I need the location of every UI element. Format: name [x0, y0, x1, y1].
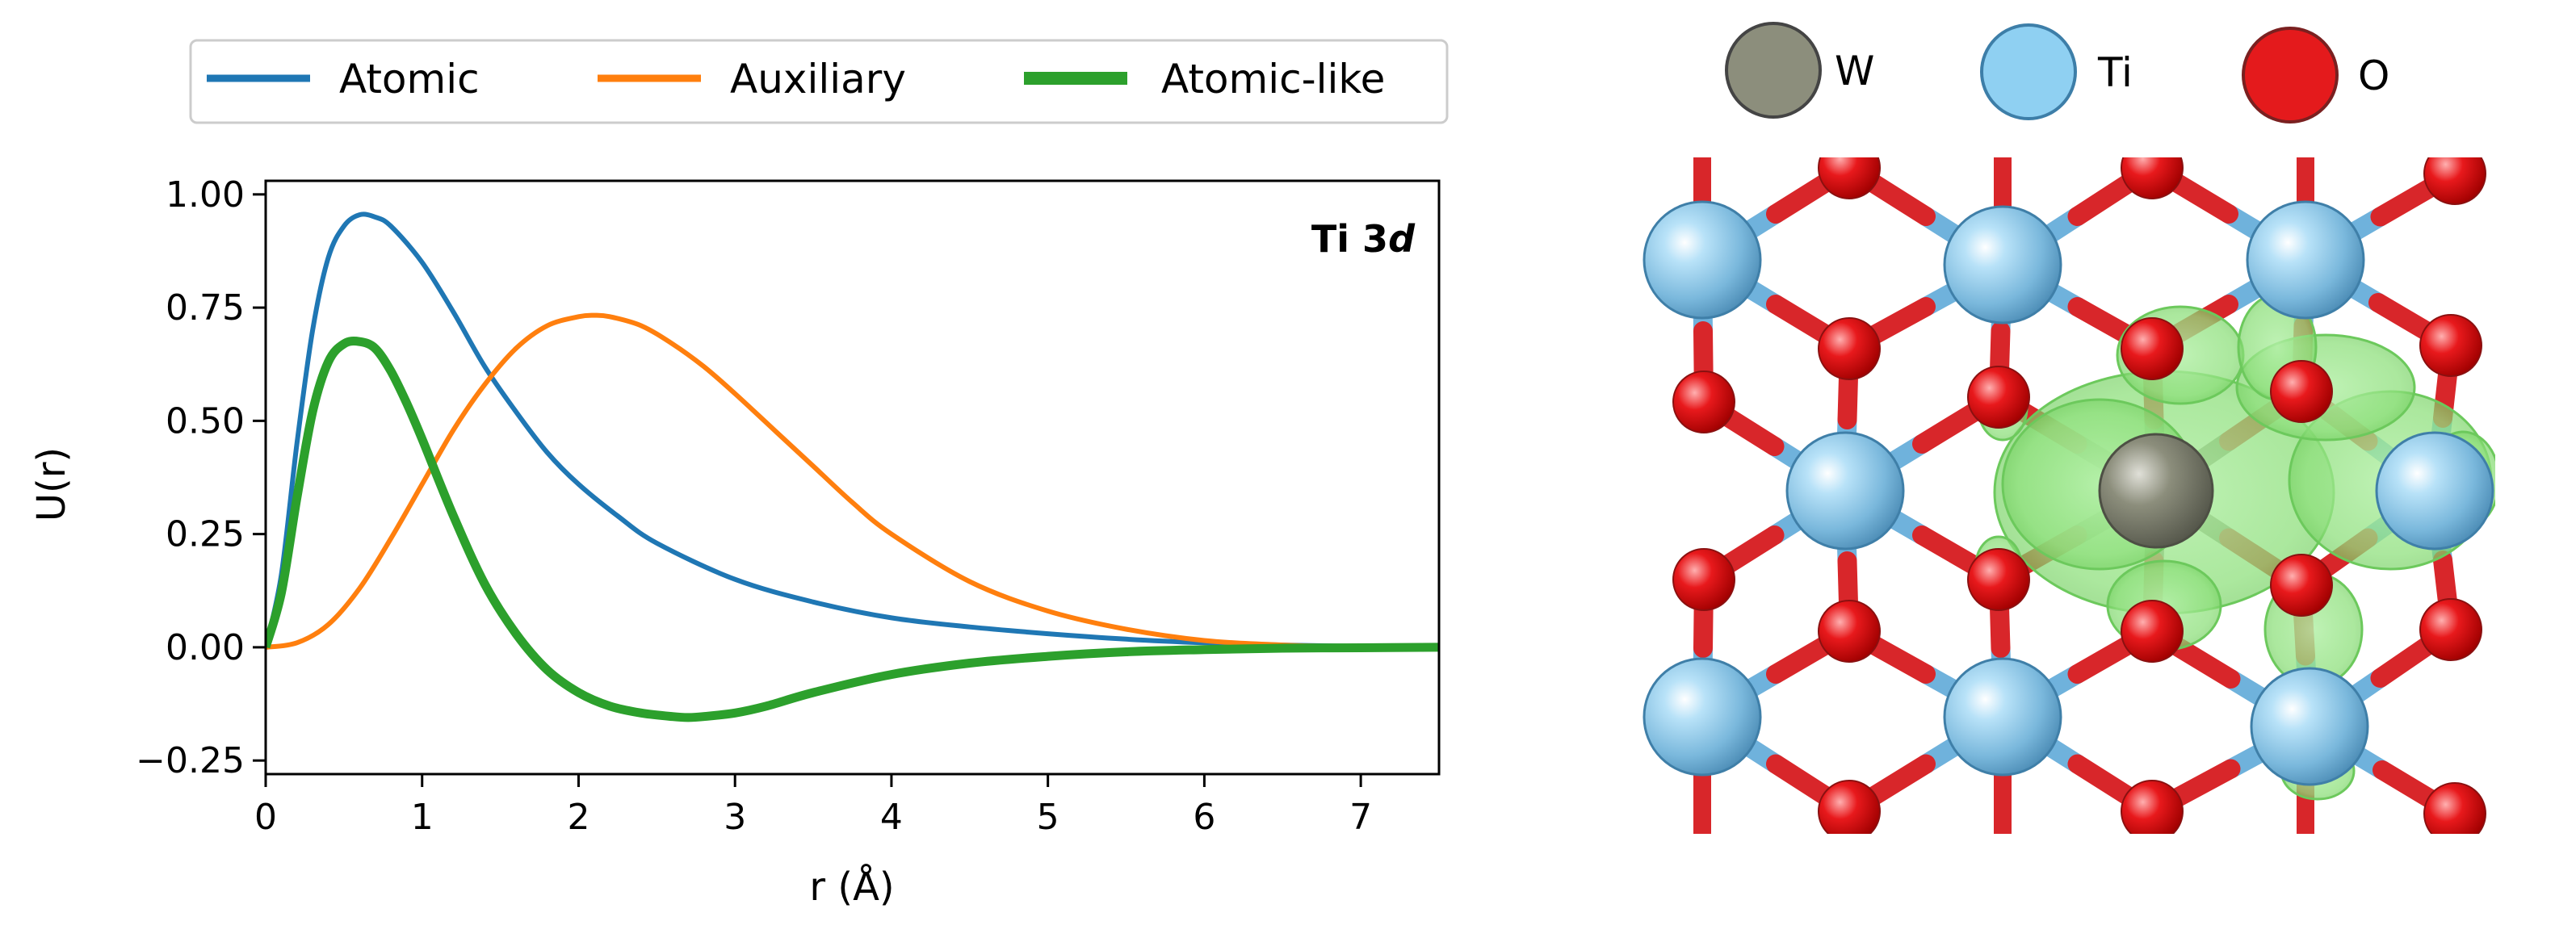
oxygen-atom — [2270, 554, 2333, 617]
x-tick-label-3: 3 — [724, 797, 746, 838]
w-atom-label: W — [1835, 48, 1874, 94]
titanium-atom — [2250, 667, 2369, 786]
legend-label-atomic: Atomic — [339, 56, 480, 103]
oxygen-atom — [1967, 548, 2030, 611]
series-line-atomic-like — [266, 337, 1439, 722]
x-tick-label-7: 7 — [1349, 797, 1372, 838]
oxygen-atom — [1967, 366, 2030, 429]
tungsten-atom — [2098, 433, 2214, 549]
oxygen-atom — [2121, 317, 2184, 380]
y-axis-label: U(r) — [29, 447, 74, 521]
series-line-auxiliary — [266, 312, 1439, 650]
x-tick-label-0: 0 — [254, 797, 277, 838]
oxygen-atom — [1818, 780, 1881, 834]
oxygen-atom — [1818, 157, 1881, 199]
series-layer — [266, 211, 1439, 722]
o-atom-swatch — [2242, 27, 2339, 124]
y-tick-label-5: 1.00 — [166, 174, 245, 216]
y-tick-label-2: 0.25 — [166, 514, 245, 555]
oxygen-atom — [1672, 548, 1735, 611]
x-axis-label: r (Å) — [809, 864, 894, 910]
chart-legend-frame — [189, 39, 1449, 124]
x-tick-label-2: 2 — [567, 797, 589, 838]
o-atom-label: O — [2358, 52, 2389, 99]
titanium-atom — [1943, 205, 2062, 324]
orbital-annotation: Ti 3d — [1311, 217, 1416, 261]
titanium-atom — [1785, 431, 1905, 551]
chart-legend: Atomic Auxiliary Atomic-like — [189, 39, 1449, 124]
oxygen-atom — [2419, 598, 2482, 661]
oxygen-atom — [2121, 600, 2184, 663]
x-tick-label-5: 5 — [1037, 797, 1059, 838]
plot-frame — [264, 179, 1441, 776]
x-tick-label-1: 1 — [411, 797, 434, 838]
chart: 0 1 2 3 4 5 6 7 −0.25 0.00 0.25 0.50 0.75 1.00 r (Å)… — [29, 174, 1441, 910]
ti-atom-swatch — [1980, 23, 2077, 120]
oxygen-atom — [2270, 360, 2333, 423]
oxygen-atom — [1818, 317, 1881, 380]
oxygen-atom — [2121, 780, 2184, 834]
oxygen-atom — [1672, 371, 1735, 433]
oxygen-atom — [2423, 782, 2486, 834]
atoms-layer — [1643, 157, 2494, 834]
legend-label-atomic-like: Atomic-like — [1161, 56, 1385, 103]
legend-label-auxiliary: Auxiliary — [730, 56, 906, 103]
titanium-atom — [2246, 200, 2365, 320]
oxygen-atom — [2121, 157, 2184, 199]
y-tick-label-0: −0.25 — [136, 740, 245, 781]
titanium-atom — [2375, 431, 2494, 551]
x-tick-label-4: 4 — [880, 797, 903, 838]
orbital-annotation-italic: d — [1388, 217, 1416, 261]
y-tick-label-3: 0.50 — [166, 400, 245, 442]
y-tick-label-4: 0.75 — [166, 287, 245, 329]
titanium-atom — [1643, 200, 1762, 320]
y-tick-label-1: 0.00 — [166, 627, 245, 668]
oxygen-atom — [1818, 600, 1881, 663]
y-ticks: −0.25 0.00 0.25 0.50 0.75 1.00 — [136, 174, 266, 781]
orbital-annotation-plain: Ti 3 — [1311, 217, 1388, 261]
titanium-atom — [1943, 657, 2062, 777]
w-atom-swatch — [1725, 22, 1822, 119]
ti-atom-label: Ti — [2097, 49, 2133, 96]
oxygen-atom — [2423, 157, 2486, 205]
oxygen-atom — [2419, 314, 2482, 377]
x-ticks: 0 1 2 3 4 5 6 7 — [254, 774, 1372, 838]
series-line-atomic — [266, 211, 1439, 650]
titanium-atom — [1643, 657, 1762, 777]
structure-legend: W Ti O — [1725, 22, 2389, 124]
crystal-structure-render — [1643, 157, 2495, 834]
x-tick-label-6: 6 — [1193, 797, 1215, 838]
